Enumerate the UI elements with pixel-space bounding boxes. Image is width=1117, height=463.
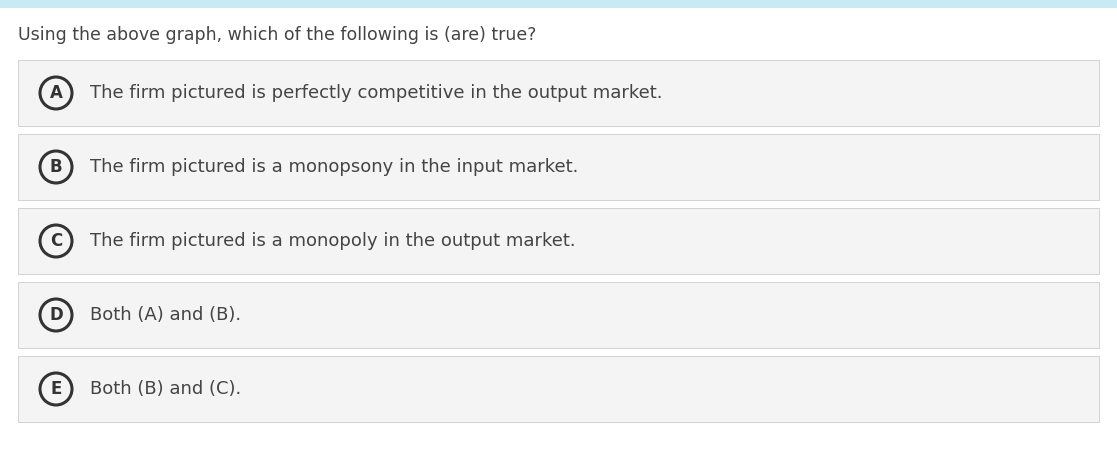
Text: Both (A) and (B).: Both (A) and (B). <box>90 306 241 324</box>
Text: A: A <box>49 84 63 102</box>
Text: C: C <box>50 232 63 250</box>
FancyBboxPatch shape <box>18 208 1099 274</box>
Text: The firm pictured is perfectly competitive in the output market.: The firm pictured is perfectly competiti… <box>90 84 662 102</box>
Text: The firm pictured is a monopoly in the output market.: The firm pictured is a monopoly in the o… <box>90 232 575 250</box>
FancyBboxPatch shape <box>18 134 1099 200</box>
Text: B: B <box>49 158 63 176</box>
FancyBboxPatch shape <box>18 356 1099 422</box>
Text: Using the above graph, which of the following is (are) true?: Using the above graph, which of the foll… <box>18 26 536 44</box>
Text: E: E <box>50 380 61 398</box>
FancyBboxPatch shape <box>0 0 1117 8</box>
FancyBboxPatch shape <box>18 60 1099 126</box>
Text: D: D <box>49 306 63 324</box>
FancyBboxPatch shape <box>18 282 1099 348</box>
Text: The firm pictured is a monopsony in the input market.: The firm pictured is a monopsony in the … <box>90 158 579 176</box>
Text: Both (B) and (C).: Both (B) and (C). <box>90 380 241 398</box>
